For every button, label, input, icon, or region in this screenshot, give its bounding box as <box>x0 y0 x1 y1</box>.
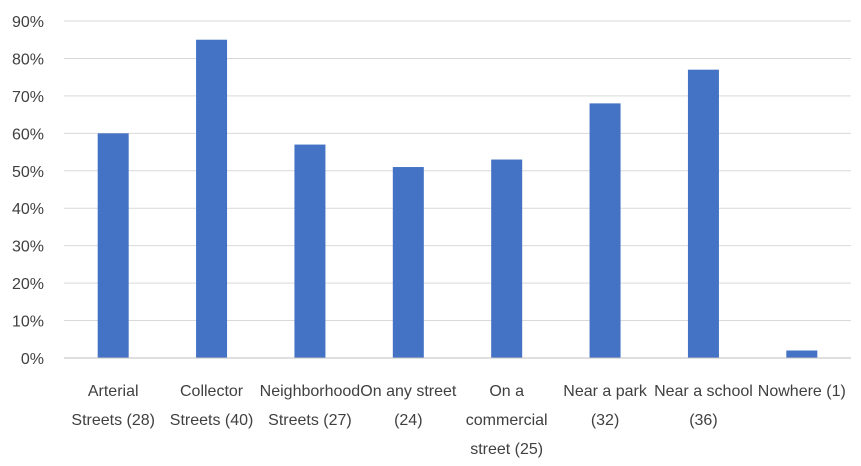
x-category-label-line: (24) <box>394 412 422 429</box>
y-tick-label: 70% <box>12 89 44 106</box>
x-category-label: Collector Streets (40) <box>170 383 254 429</box>
x-category-label-line: (32) <box>591 412 619 429</box>
x-category-label-line: On any street <box>360 383 457 400</box>
x-category-label-line: street (25) <box>470 441 543 458</box>
x-category-label-line: Streets (27) <box>268 412 352 429</box>
y-tick-label: 20% <box>12 276 44 293</box>
y-tick-label: 90% <box>12 14 44 31</box>
x-category-label-line: Arterial <box>88 383 139 400</box>
bar <box>687 69 719 358</box>
x-category-label: Arterial Streets (28) <box>71 383 155 429</box>
x-category-label: Neighborhood Streets (27) <box>260 383 361 429</box>
y-axis-tick-labels: 0% 10% 20% 30% 40% 50% 60% 70% 80% 90% <box>12 14 44 368</box>
x-category-label: Near a school (36) <box>654 383 753 429</box>
x-category-label-line: Near a park <box>563 383 648 400</box>
x-category-label-line: On a <box>489 383 524 400</box>
y-tick-label: 50% <box>12 164 44 181</box>
x-category-label-line: (36) <box>689 412 717 429</box>
x-category-label-line: Near a school <box>654 383 753 400</box>
gridlines <box>64 20 851 322</box>
bar <box>294 144 326 358</box>
x-category-label-line: Streets (40) <box>170 412 254 429</box>
x-category-label-line: Neighborhood <box>260 383 361 400</box>
bar <box>589 103 621 358</box>
bars <box>97 39 818 358</box>
x-category-label: On any street (24) <box>360 383 457 429</box>
bar <box>491 159 523 358</box>
x-category-label-line: Nowhere (1) <box>758 383 846 400</box>
y-tick-label: 30% <box>12 239 44 256</box>
bar <box>196 39 228 358</box>
x-category-label: On a commercial street (25) <box>466 383 548 458</box>
bar <box>786 350 818 358</box>
y-tick-label: 10% <box>12 314 44 331</box>
y-tick-label: 0% <box>21 351 44 368</box>
x-category-label-line: Streets (28) <box>71 412 155 429</box>
y-tick-label: 40% <box>12 201 44 218</box>
x-category-label: Nowhere (1) <box>758 383 846 400</box>
bar <box>97 133 129 358</box>
y-tick-label: 60% <box>12 126 44 143</box>
x-category-label: Near a park (32) <box>563 383 648 429</box>
x-category-label-line: Collector <box>180 383 244 400</box>
x-axis-category-labels: Arterial Streets (28) Collector Streets (40… <box>71 383 845 458</box>
bar <box>392 167 424 358</box>
y-tick-label: 80% <box>12 51 44 68</box>
x-category-label-line: commercial <box>466 412 548 429</box>
